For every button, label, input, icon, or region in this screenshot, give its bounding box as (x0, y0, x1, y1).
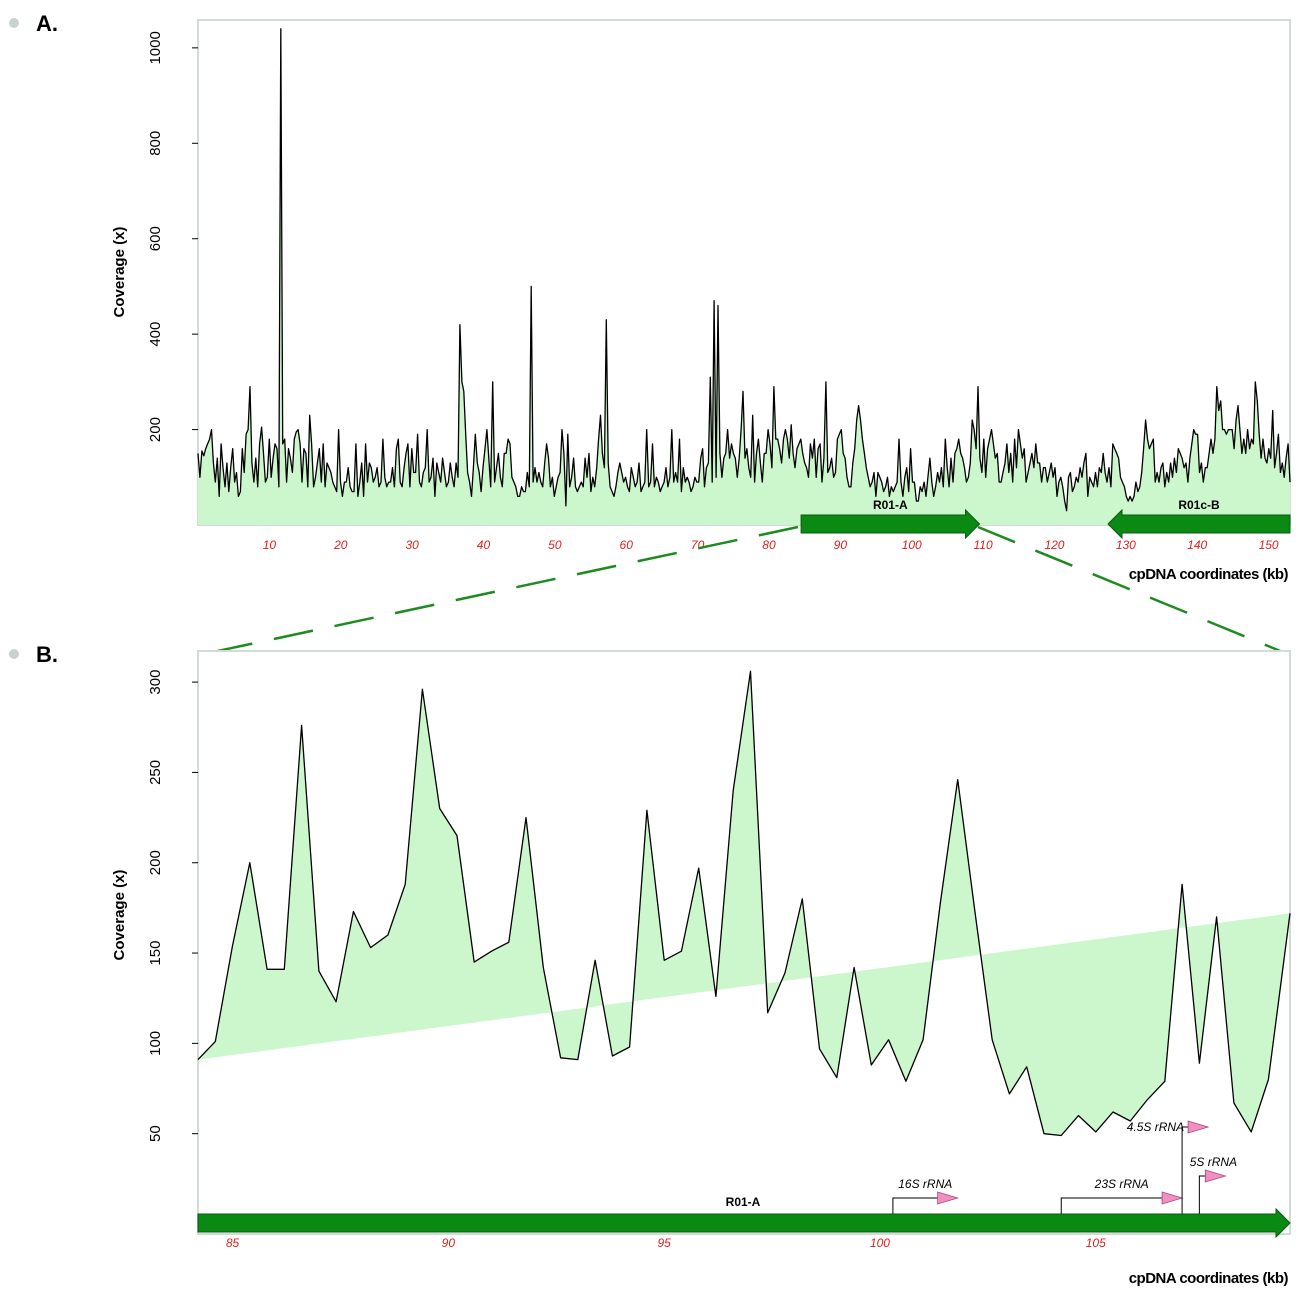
gene-arrow (1161, 1191, 1184, 1205)
panel-b-label: B. (36, 642, 58, 667)
y-tick-label: 100 (147, 1031, 164, 1056)
gene-feature: 4.5S rRNA (1127, 1120, 1210, 1216)
zoom-connectors (198, 525, 1291, 657)
panel-a-y-axis-title: Coverage (x) (111, 227, 128, 318)
panel-b-bullet (9, 649, 19, 659)
x-tick-label: 100 (870, 1236, 890, 1250)
x-tick-label: 80 (762, 538, 776, 552)
region-block (1107, 508, 1291, 540)
gene-feature: 23S rRNA (1060, 1177, 1184, 1216)
panel-b-x-axis: 85 90 95 100 105 (226, 1236, 1106, 1250)
gene-arrow (1187, 1120, 1210, 1134)
panel-b-genes: 16S rRNA 23S rRNA 4.5S rRNA 5S rRNA (892, 1120, 1237, 1216)
gene-feature: 5S rRNA (1190, 1155, 1237, 1216)
gene-bracket (1060, 1197, 1163, 1216)
panel-a-blocks: R01-A R01c-B (800, 498, 1291, 540)
region-block-label: R01-A (873, 498, 908, 512)
y-tick-label: 800 (147, 131, 164, 156)
panel-a-bullet (9, 18, 19, 28)
x-tick-label: 100 (902, 538, 922, 552)
x-tick-label: 70 (691, 538, 705, 552)
gene-label: 4.5S rRNA (1127, 1120, 1184, 1134)
panel-b-x-axis-title: cpDNA coordinates (kb) (1129, 1270, 1289, 1287)
x-tick-label: 50 (548, 538, 562, 552)
panel-a-label: A. (36, 11, 58, 36)
panel-a-coverage-line (197, 28, 1291, 512)
panel-b-blocks: R01-A (197, 1195, 1291, 1239)
panel-a-x-axis: 10 20 30 40 50 60 70 80 90 100 110 120 130 140 150 (263, 538, 1279, 552)
y-tick-label: 1000 (147, 31, 164, 64)
zoom-connector-left (198, 525, 799, 657)
gene-label: 23S rRNA (1094, 1177, 1149, 1191)
panel-b-coverage-area (198, 671, 1290, 1136)
y-tick-label: 200 (147, 417, 164, 442)
x-tick-label: 130 (1116, 538, 1136, 552)
gene-arrow (1204, 1169, 1227, 1183)
gene-label: 16S rRNA (898, 1177, 952, 1191)
y-tick-label: 400 (147, 322, 164, 347)
x-tick-label: 140 (1187, 538, 1207, 552)
panel-b-chart: 50 100 150 200 250 300 85 90 95 100 105 16S rRNA 2… (111, 650, 1291, 1287)
y-tick-label: 50 (147, 1125, 164, 1142)
gene-bracket (1198, 1175, 1206, 1216)
panel-b-coverage-line (197, 670, 1291, 1137)
x-tick-label: 95 (657, 1236, 671, 1250)
gene-bracket (892, 1197, 938, 1216)
panel-a-x-axis-title: cpDNA coordinates (kb) (1129, 566, 1289, 583)
x-tick-label: 60 (620, 538, 634, 552)
x-tick-label: 110 (974, 538, 993, 552)
gene-feature: 16S rRNA (892, 1177, 960, 1216)
gene-label: 5S rRNA (1190, 1155, 1237, 1169)
region-block (800, 508, 981, 540)
panel-a-y-axis: 200 400 600 800 1000 (147, 31, 198, 442)
x-tick-label: 30 (405, 538, 419, 552)
panel-b-y-axis-title: Coverage (x) (111, 870, 128, 961)
y-tick-label: 150 (147, 941, 164, 966)
x-tick-label: 10 (263, 538, 277, 552)
x-tick-label: 90 (442, 1236, 456, 1250)
y-tick-label: 200 (147, 850, 164, 875)
gene-arrow (937, 1191, 960, 1205)
region-block-label: R01c-B (1178, 498, 1220, 512)
panel-a-chart: 200 400 600 800 1000 10 20 30 40 50 60 70 80 90 100 11… (111, 19, 1291, 583)
y-tick-label: 600 (147, 226, 164, 251)
region-block-label: R01-A (726, 1195, 761, 1209)
x-tick-label: 85 (226, 1236, 240, 1250)
x-tick-label: 40 (477, 538, 491, 552)
gene-bracket (1181, 1126, 1189, 1216)
panel-b-y-axis: 50 100 150 200 250 300 (147, 670, 198, 1142)
x-tick-label: 150 (1259, 538, 1279, 552)
x-tick-label: 20 (333, 538, 348, 552)
y-tick-label: 300 (147, 670, 164, 695)
x-tick-label: 105 (1086, 1236, 1106, 1250)
region-block (197, 1207, 1291, 1239)
zoom-connector-right (977, 525, 1291, 657)
x-tick-label: 120 (1044, 538, 1064, 552)
y-tick-label: 250 (147, 760, 164, 785)
x-tick-label: 90 (834, 538, 848, 552)
